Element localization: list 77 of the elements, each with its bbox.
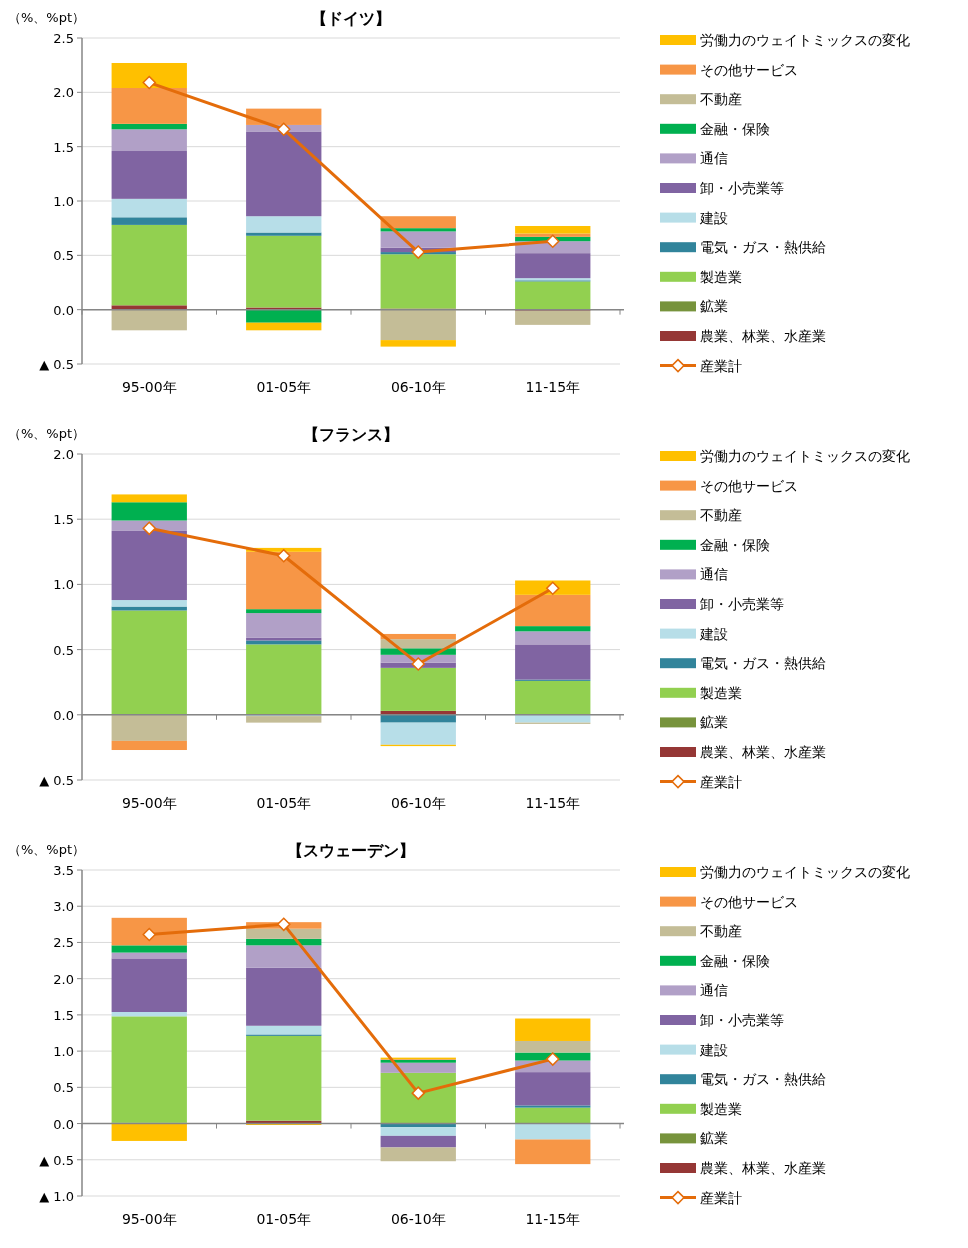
y-tick-label: 1.5 (53, 139, 74, 155)
y-tick-label: 2.5 (53, 935, 74, 951)
y-tick-label: 0.0 (53, 302, 74, 318)
legend-label: 鉱業 (700, 1130, 728, 1147)
legend-label: 製造業 (700, 684, 742, 701)
x-tick-label: 01-05年 (256, 795, 312, 811)
y-tick-label: 0.0 (53, 707, 74, 723)
legend-label: 製造業 (700, 1100, 742, 1117)
legend-label: 不動産 (700, 923, 742, 940)
legend-label: 電気・ガス・熱供給 (700, 239, 826, 256)
legend-label: 金融・保険 (700, 952, 770, 969)
legend-label: 産業計 (700, 357, 742, 374)
legend-label: 不動産 (700, 91, 742, 108)
legend-label: 通信 (700, 982, 728, 999)
y-tick-label: 2.0 (53, 971, 74, 987)
chart-title: 【ドイツ】 (311, 9, 391, 28)
x-tick-label: 06-10年 (390, 379, 446, 395)
y-tick-label: 2.0 (53, 85, 74, 101)
legend-label: 金融・保険 (700, 536, 770, 553)
y-tick-label: 1.0 (53, 1044, 74, 1060)
legend-label: 農業、林業、水産業 (700, 328, 826, 344)
x-tick-label: 95-00年 (121, 379, 177, 395)
x-tick-label: 95-00年 (121, 1211, 177, 1227)
y-tick-label: 0.5 (53, 1080, 74, 1096)
y-tick-label: 2.0 (53, 447, 74, 462)
legend-label: 労働力のウェイトミックスの変化 (700, 448, 910, 464)
legend-label: 鉱業 (700, 298, 728, 315)
x-tick-label: 11-15年 (525, 379, 581, 395)
y-axis-title: （%、%pt） (8, 426, 86, 441)
legend-label: 卸・小売業等 (700, 596, 784, 612)
legend-label: 農業、林業、水産業 (700, 744, 826, 760)
legend-label: その他サービス (700, 61, 798, 78)
legend-label: 産業計 (700, 1189, 742, 1206)
x-tick-label: 11-15年 (525, 1211, 581, 1227)
legend-label: 卸・小売業等 (700, 1012, 784, 1028)
y-tick-label: ▲ 0.5 (39, 773, 74, 788)
legend-label: その他サービス (700, 893, 798, 910)
y-axis-title: （%、%pt） (8, 10, 86, 25)
legend-label: 製造業 (700, 268, 742, 285)
chart-title: 【スウェーデン】 (287, 841, 415, 860)
legend-label: 電気・ガス・熱供給 (700, 655, 826, 672)
legend-label: 建設 (699, 209, 728, 226)
legend-label: 労働力のウェイトミックスの変化 (700, 864, 910, 880)
legend-label: 農業、林業、水産業 (700, 1160, 826, 1176)
y-tick-label: ▲ 0.5 (39, 1152, 74, 1168)
legend-label: 電気・ガス・熱供給 (700, 1071, 826, 1088)
y-tick-label: 2.5 (53, 31, 74, 46)
x-tick-label: 01-05年 (256, 379, 312, 395)
x-tick-label: 95-00年 (121, 795, 177, 811)
y-tick-label: 3.0 (53, 899, 74, 915)
legend-label: 金融・保険 (700, 120, 770, 137)
legend-label: 建設 (699, 1041, 728, 1058)
chart-title: 【フランス】 (303, 425, 399, 444)
legend-label: その他サービス (700, 477, 798, 494)
y-tick-label: 1.5 (53, 1007, 74, 1023)
y-tick-label: 0.0 (53, 1116, 74, 1132)
legend-label: 通信 (700, 566, 728, 583)
legend-label: 卸・小売業等 (700, 180, 784, 196)
legend-label: 通信 (700, 150, 728, 167)
y-tick-label: 1.5 (53, 512, 74, 528)
y-tick-label: 1.0 (53, 577, 74, 593)
legend-label: 不動産 (700, 507, 742, 524)
y-tick-label: 3.5 (53, 863, 74, 878)
x-tick-label: 11-15年 (525, 795, 581, 811)
y-tick-label: 0.5 (53, 248, 74, 264)
x-tick-label: 06-10年 (390, 1211, 446, 1227)
x-tick-label: 01-05年 (256, 1211, 312, 1227)
y-tick-label: 0.5 (53, 642, 74, 658)
x-tick-label: 06-10年 (390, 795, 446, 811)
legend-label: 建設 (699, 625, 728, 642)
legend-label: 鉱業 (700, 714, 728, 731)
y-axis-title: （%、%pt） (8, 842, 86, 857)
y-tick-label: ▲ 1.0 (39, 1189, 74, 1204)
y-tick-label: ▲ 0.5 (39, 357, 74, 372)
y-tick-label: 1.0 (53, 194, 74, 209)
legend-label: 労働力のウェイトミックスの変化 (700, 32, 910, 48)
legend-label: 産業計 (700, 773, 742, 790)
